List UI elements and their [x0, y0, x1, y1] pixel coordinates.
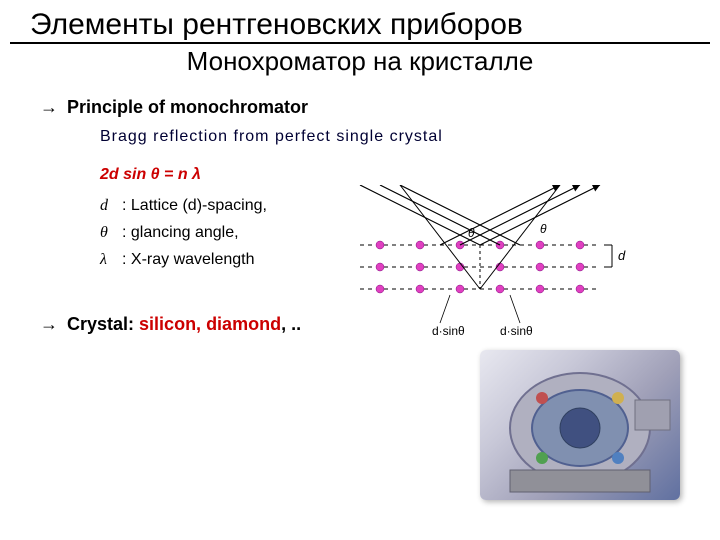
def-theta-var: θ: [100, 219, 122, 246]
def-d-text: : Lattice (d)-spacing,: [122, 197, 267, 214]
svg-text:θ: θ: [540, 222, 547, 236]
def-theta-text: : glancing angle,: [122, 224, 239, 241]
def-lambda-text: : X-ray wavelength: [122, 251, 255, 268]
section-principle-heading: → Principle of monochromator: [40, 97, 680, 118]
def-d-var: d: [100, 192, 122, 219]
svg-text:d·sinθ: d·sinθ: [432, 324, 465, 338]
title-main: Элементы рентгеновских приборов: [10, 0, 710, 44]
bragg-subtext: Bragg reflection from perfect single cry…: [40, 128, 680, 146]
arrow-icon: →: [40, 314, 58, 334]
device-icon: [480, 350, 680, 500]
svg-text:d: d: [618, 248, 626, 263]
arrow-icon: →: [40, 97, 58, 117]
crystal-red: silicon, diamond: [139, 314, 281, 334]
svg-text:θ: θ: [468, 226, 475, 240]
bragg-diagram: θ θ d d·sinθ d·sinθ: [340, 185, 640, 355]
svg-text:d·sinθ: d·sinθ: [500, 324, 533, 338]
principle-heading-text: Principle of monochromator: [67, 97, 308, 117]
bragg-equation: 2d sin θ = n λ: [40, 166, 680, 184]
title-sub: Монохроматор на кристалле: [0, 44, 720, 87]
def-lambda-var: λ: [100, 246, 122, 273]
device-photo: [480, 350, 680, 500]
crystal-prefix: Crystal:: [67, 314, 139, 334]
crystal-suffix: , ..: [281, 314, 301, 334]
